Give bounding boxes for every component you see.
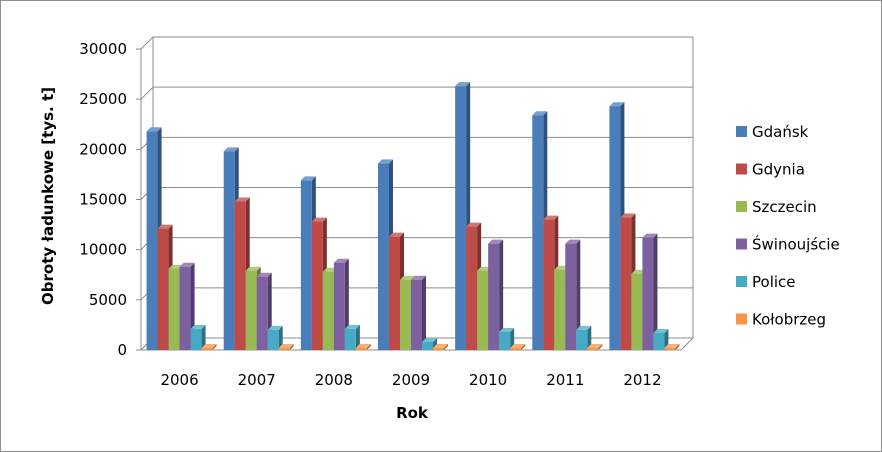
bar-Świnoujście-2011: [565, 239, 581, 350]
y-tick-label: 20000: [79, 140, 127, 158]
legend-swatch: [736, 238, 747, 250]
x-tick-label: 2009: [392, 371, 430, 389]
x-axis-title: Rok: [396, 404, 429, 422]
gridline: [140, 36, 693, 50]
legend-label: Kołobrzeg: [752, 311, 826, 329]
x-tick-label: 2012: [623, 371, 661, 389]
bar-Police-2008: [344, 324, 360, 350]
bar-Kołobrzeg-2009: [433, 343, 448, 350]
legend-item: Szczecin: [736, 198, 817, 216]
bar-Kołobrzeg-2012: [664, 343, 680, 350]
y-tick-label: 10000: [79, 241, 127, 259]
y-tick-label: 5000: [89, 291, 127, 309]
bar-Police-2007: [267, 325, 283, 350]
legend-label: Gdynia: [752, 161, 805, 179]
y-tick-label: 0: [117, 341, 127, 359]
legend-swatch: [736, 313, 747, 325]
legend-swatch: [736, 163, 747, 175]
bar-Świnoujście-2009: [411, 275, 426, 350]
legend-label: Gdańsk: [752, 123, 809, 141]
bar-Police-2011: [576, 325, 592, 350]
bar-Kołobrzeg-2011: [587, 343, 603, 350]
bar-Police-2010: [499, 327, 515, 350]
y-tick-labels: 0 5000 10000 15000 20000 25000 30000: [79, 40, 127, 359]
legend: Gdańsk Gdynia Szczecin Świnoujście Police Koł…: [736, 123, 840, 329]
bar-Kołobrzeg-2006: [201, 343, 217, 350]
legend-item: Świnoujście: [736, 235, 840, 254]
legend-swatch: [736, 276, 747, 287]
legend-label: Świnoujście: [752, 235, 840, 254]
bar-Police-2012: [653, 328, 669, 350]
bar-Kołobrzeg-2008: [355, 343, 371, 350]
x-tick-labels: 2006 2007 2008 2009 2010 2011 2012: [160, 371, 661, 389]
x-tick-label: 2006: [160, 371, 198, 389]
x-tick-label: 2011: [546, 371, 584, 389]
legend-label: Szczecin: [752, 198, 817, 216]
y-tick-label: 30000: [79, 40, 127, 58]
y-tick-label: 15000: [79, 191, 127, 209]
legend-swatch: [736, 201, 747, 212]
bar-Świnoujście-2010: [488, 239, 504, 350]
y-axis-title: Obroty ładunkowe [tys. t]: [39, 87, 57, 305]
legend-item: Gdańsk: [736, 123, 809, 141]
x-tick-label: 2010: [469, 371, 507, 389]
y-tick-label: 25000: [79, 90, 127, 108]
bar-Świnoujście-2012: [642, 233, 658, 350]
legend-label: Police: [752, 273, 796, 291]
x-tick-label: 2008: [315, 371, 353, 389]
gridline: [140, 86, 693, 100]
bar-Kołobrzeg-2007: [278, 343, 294, 350]
bar-Police-2006: [190, 324, 206, 350]
legend-item: Kołobrzeg: [736, 311, 826, 329]
x-tick-label: 2007: [238, 371, 276, 389]
legend-item: Gdynia: [736, 161, 805, 179]
bar-Kołobrzeg-2010: [510, 343, 526, 350]
legend-item: Police: [736, 273, 796, 291]
bars: [146, 82, 680, 350]
legend-swatch: [736, 126, 747, 137]
